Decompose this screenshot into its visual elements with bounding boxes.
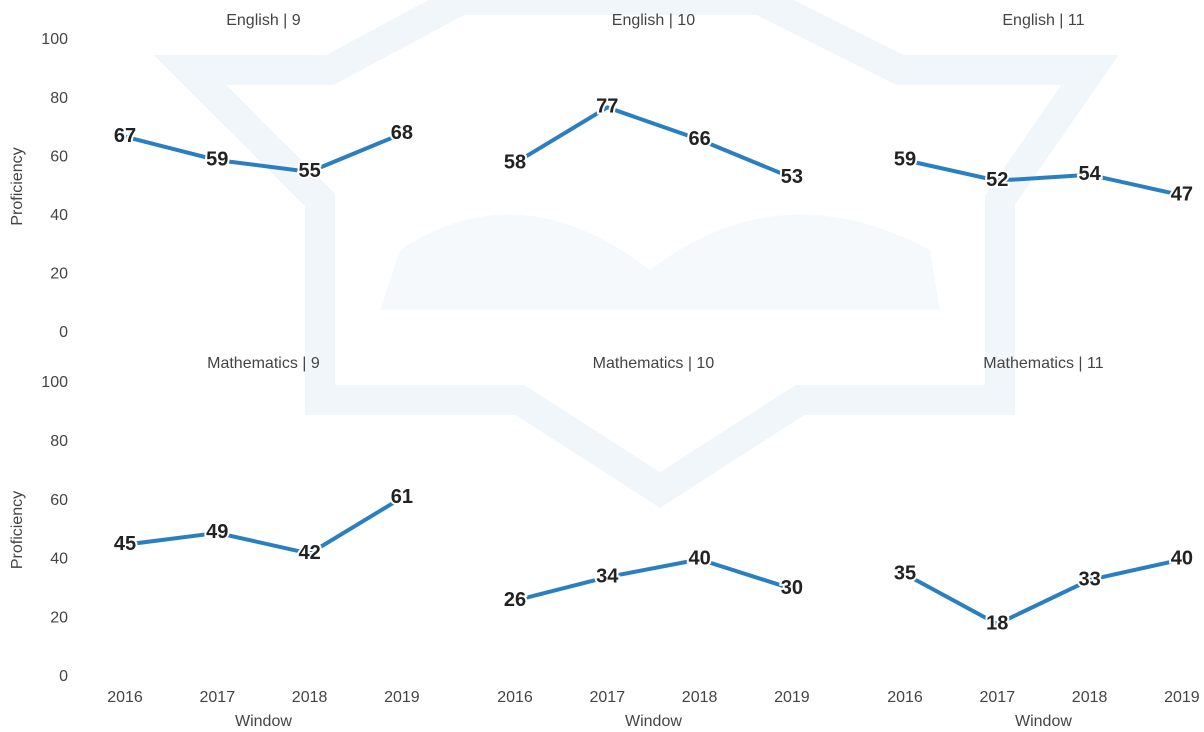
y-tick-label: 80 <box>50 90 68 107</box>
y-axis-label: Proficiency <box>9 491 26 569</box>
value-label: 67 <box>114 125 136 147</box>
value-label: 40 <box>688 548 710 570</box>
value-label: 54 <box>1078 163 1101 185</box>
value-label: 18 <box>986 612 1008 634</box>
x-tick-label: 2018 <box>682 689 718 706</box>
y-tick-label: 20 <box>50 609 68 626</box>
x-tick-label: 2018 <box>1072 689 1108 706</box>
series-line <box>515 559 792 600</box>
y-tick-label: 0 <box>59 668 68 685</box>
x-axis-label: Window <box>235 713 292 730</box>
value-label: 59 <box>206 148 228 170</box>
x-tick-label: 2019 <box>774 689 810 706</box>
y-tick-label: 80 <box>50 433 68 450</box>
y-tick-label: 60 <box>50 148 68 165</box>
x-tick-label: 2017 <box>590 689 626 706</box>
x-axis-label: Window <box>1015 713 1072 730</box>
x-tick-label: 2019 <box>1164 689 1200 706</box>
value-label: 26 <box>504 589 526 611</box>
series-line <box>905 160 1182 195</box>
value-label: 45 <box>114 533 136 555</box>
y-tick-label: 100 <box>41 31 68 48</box>
series-line <box>905 559 1182 624</box>
y-tick-label: 20 <box>50 266 68 283</box>
value-label: 66 <box>688 128 710 150</box>
x-tick-label: 2016 <box>497 689 533 706</box>
x-tick-label: 2017 <box>980 689 1016 706</box>
y-tick-label: 40 <box>50 207 68 224</box>
value-label: 77 <box>596 96 618 118</box>
value-label: 47 <box>1171 184 1193 206</box>
value-label: 49 <box>206 521 228 543</box>
value-label: 52 <box>986 169 1008 191</box>
subplot-title: Mathematics | 11 <box>983 355 1103 372</box>
value-label: 33 <box>1078 568 1100 590</box>
subplot-title: Mathematics | 9 <box>207 355 320 372</box>
y-tick-label: 40 <box>50 551 68 568</box>
chart: English | 9 0 20 40 60 80 100 Proficiency 67 59 55… <box>0 0 1204 732</box>
value-label: 53 <box>781 166 803 188</box>
x-tick-label: 2016 <box>887 689 923 706</box>
value-label: 55 <box>298 160 320 182</box>
subplot-title: English | 11 <box>1002 12 1084 29</box>
value-label: 61 <box>391 486 413 508</box>
x-tick-label: 2017 <box>200 689 236 706</box>
x-tick-label: 2016 <box>107 689 143 706</box>
value-label: 34 <box>596 565 619 587</box>
y-tick-label: 100 <box>41 374 68 391</box>
y-axis-label: Proficiency <box>9 147 26 225</box>
subplot-title: English | 10 <box>612 12 695 29</box>
subplot-title: Mathematics | 10 <box>593 355 715 372</box>
x-tick-label: 2018 <box>292 689 328 706</box>
x-tick-label: 2019 <box>384 689 420 706</box>
series-line <box>515 107 792 177</box>
watermark <box>190 0 1090 490</box>
value-label: 42 <box>298 542 320 564</box>
x-axis-label: Window <box>625 713 682 730</box>
value-label: 30 <box>781 577 803 599</box>
y-tick-label: 0 <box>59 324 68 341</box>
subplot-title: English | 9 <box>226 12 301 29</box>
value-label: 35 <box>894 562 916 584</box>
series-line <box>125 498 402 554</box>
y-tick-label: 60 <box>50 492 68 509</box>
value-label: 58 <box>504 151 526 173</box>
value-label: 59 <box>894 148 916 170</box>
value-label: 68 <box>391 122 413 144</box>
value-label: 40 <box>1171 548 1193 570</box>
